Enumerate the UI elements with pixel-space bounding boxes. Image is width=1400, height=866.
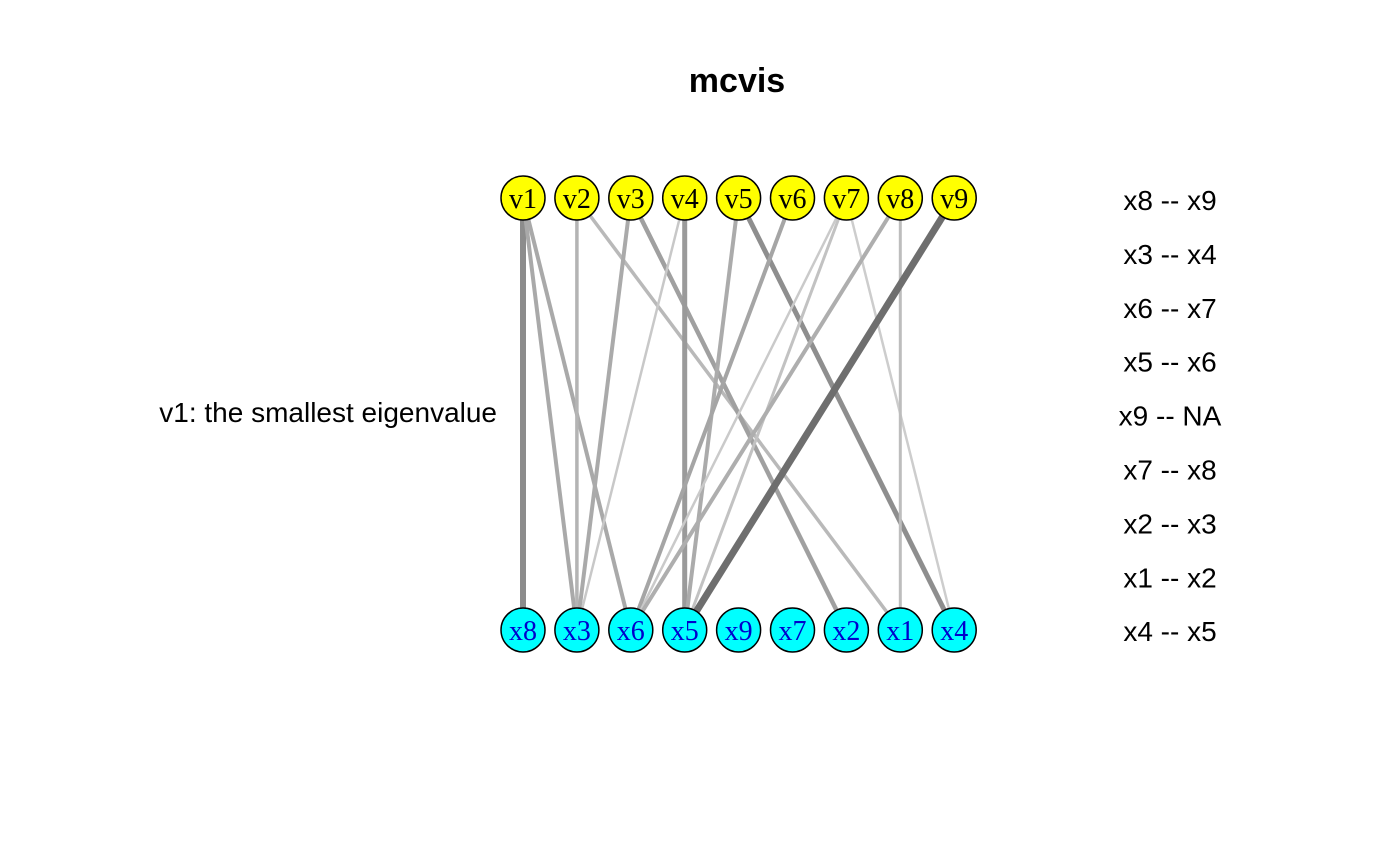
side-label: v1: the smallest eigenvalue bbox=[159, 397, 497, 428]
pair-label: x6 -- x7 bbox=[1123, 293, 1216, 324]
bottom-node-circle bbox=[823, 607, 870, 653]
pair-label: x3 -- x4 bbox=[1123, 239, 1216, 270]
bottom-node-circle bbox=[661, 607, 708, 653]
top-node-circle bbox=[877, 175, 924, 221]
bottom-node-x4: x4 bbox=[931, 607, 977, 653]
top-node-v5: v5 bbox=[715, 175, 762, 221]
top-node-circle bbox=[554, 175, 600, 221]
bottom-node-label: x9 bbox=[725, 616, 753, 647]
bottom-node-x8: x8 bbox=[500, 607, 546, 653]
top-node-label: v5 bbox=[725, 184, 753, 215]
top-node-circle bbox=[931, 175, 977, 221]
bottom-node-label: x1 bbox=[886, 616, 914, 647]
bottom-node-x2: x2 bbox=[823, 607, 870, 653]
edge-v4-x3 bbox=[575, 197, 686, 631]
top-node-label: v8 bbox=[886, 184, 914, 215]
top-node-label: v7 bbox=[832, 184, 860, 215]
top-node-label: v4 bbox=[671, 184, 699, 215]
bottom-node-label: x2 bbox=[832, 616, 860, 647]
pair-label: x8 -- x9 bbox=[1123, 185, 1216, 216]
edge-v5-x4 bbox=[736, 196, 957, 632]
bottom-node-x1: x1 bbox=[877, 607, 924, 653]
bottom-node-x3: x3 bbox=[554, 607, 600, 653]
top-node-label: v3 bbox=[617, 184, 645, 215]
pair-label: x7 -- x8 bbox=[1123, 455, 1216, 486]
pair-label-column: x8 -- x9 x3 -- x4 x6 -- x7 x5 -- x6 x9 -- NA… bbox=[1119, 185, 1222, 647]
top-node-v8: v8 bbox=[877, 175, 924, 221]
pair-label: x2 -- x3 bbox=[1123, 508, 1216, 539]
top-node-circle bbox=[769, 175, 816, 221]
pair-label: x9 -- NA bbox=[1119, 401, 1222, 432]
top-node-v1: v1 bbox=[500, 175, 546, 221]
top-node-circle bbox=[715, 175, 762, 221]
top-node-v6: v6 bbox=[769, 175, 816, 221]
bottom-node-circle bbox=[715, 607, 762, 653]
bottom-node-x6: x6 bbox=[608, 607, 654, 653]
top-node-circle bbox=[823, 175, 870, 221]
top-node-v4: v4 bbox=[661, 175, 708, 221]
bottom-node-circle bbox=[554, 607, 600, 653]
bottom-node-x7: x7 bbox=[769, 607, 816, 653]
pair-label: x5 -- x6 bbox=[1123, 347, 1216, 378]
bottom-node-x5: x5 bbox=[661, 607, 708, 653]
bottom-node-label: x6 bbox=[617, 616, 645, 647]
edge-v8-x6 bbox=[629, 196, 902, 632]
top-node-v3: v3 bbox=[608, 175, 654, 221]
bottom-node-x9: x9 bbox=[715, 607, 762, 653]
top-node-row: v1 v2 v3 v4 v5 v6 v7 v8 v9 bbox=[500, 175, 977, 221]
top-node-v7: v7 bbox=[823, 175, 870, 221]
pair-label: x4 -- x5 bbox=[1123, 616, 1216, 647]
bottom-node-label: x3 bbox=[563, 616, 591, 647]
top-node-v2: v2 bbox=[554, 175, 600, 221]
top-node-label: v1 bbox=[509, 184, 537, 215]
top-node-circle bbox=[608, 175, 654, 221]
pair-label: x1 -- x2 bbox=[1123, 562, 1216, 593]
bottom-node-label: x4 bbox=[940, 616, 968, 647]
edge-v3-x3 bbox=[574, 197, 633, 631]
edge-v7-x6 bbox=[629, 197, 848, 631]
top-node-label: v9 bbox=[940, 184, 968, 215]
bottom-node-circle bbox=[500, 607, 546, 653]
bottom-node-circle bbox=[931, 607, 977, 653]
bottom-node-circle bbox=[877, 607, 924, 653]
edge-v9-x5 bbox=[681, 196, 958, 632]
top-node-label: v2 bbox=[563, 184, 591, 215]
bottom-node-circle bbox=[608, 607, 654, 653]
bottom-node-row: x8 x3 x6 x5 x9 x7 x2 x1 x4 bbox=[500, 607, 977, 653]
bottom-node-label: x5 bbox=[671, 616, 699, 647]
top-node-v9: v9 bbox=[931, 175, 977, 221]
edge-v1-x3 bbox=[521, 197, 579, 631]
edge-layer bbox=[520, 196, 958, 632]
top-node-circle bbox=[661, 175, 708, 221]
bottom-node-circle bbox=[769, 607, 816, 653]
diagram-title: mcvis bbox=[689, 62, 785, 100]
top-node-circle bbox=[500, 175, 546, 221]
top-node-label: v6 bbox=[779, 184, 807, 215]
bottom-node-label: x8 bbox=[509, 616, 537, 647]
bottom-node-label: x7 bbox=[779, 616, 807, 647]
edge-v6-x6 bbox=[628, 197, 795, 631]
